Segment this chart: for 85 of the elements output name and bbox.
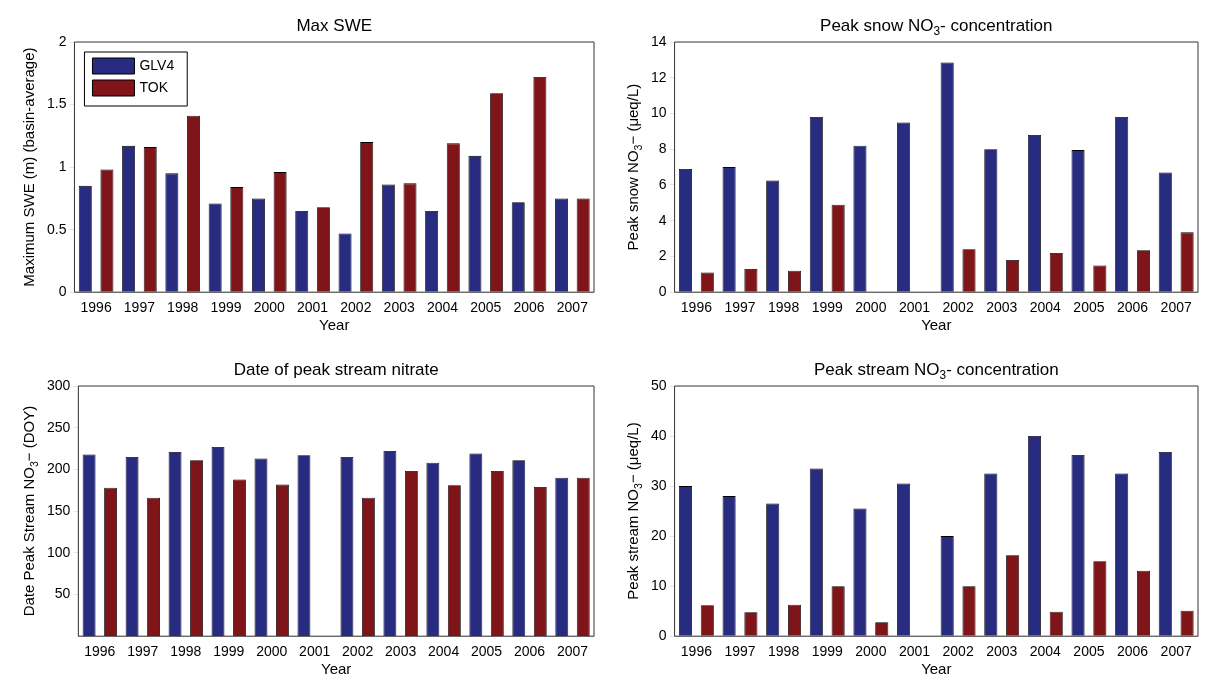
y-tick-label: 0.5: [46, 220, 67, 237]
y-tick-label: 1: [58, 157, 67, 174]
x-tick-label: 2004: [428, 643, 460, 660]
x-tick-label: 1999: [213, 643, 245, 660]
chart-title: Max SWE: [296, 15, 373, 35]
x-axis-title: Year: [921, 316, 952, 334]
x-tick-label: 2003: [383, 299, 415, 316]
x-tick-label: 2000: [855, 643, 887, 660]
y-tick-label: 0: [58, 283, 67, 300]
x-tick-label: 2000: [253, 299, 286, 316]
x-tick-label: 1998: [170, 643, 202, 660]
x-tick-label: 2006: [1116, 643, 1149, 660]
y-tick-label: 10: [650, 577, 667, 594]
x-tick-label: 2004: [1029, 299, 1062, 316]
x-tick-label: 2005: [1073, 643, 1105, 660]
x-tick-label: 2005: [470, 299, 502, 316]
x-tick-label: 1999: [811, 643, 844, 660]
y-tick-label: 1.5: [46, 95, 67, 112]
x-tick-label: 2002: [942, 299, 974, 316]
y-tick-label: 4: [658, 211, 667, 228]
y-tick-label: 30: [650, 476, 667, 493]
y-axis-title: Maximum SWE (m) (basin-average): [20, 47, 38, 287]
x-tick-label: 2007: [556, 299, 589, 316]
legend-label: GLV4: [139, 56, 175, 73]
y-tick-label: 6: [658, 175, 667, 192]
x-tick-label: 1997: [724, 299, 756, 316]
y-tick-label: 20: [650, 526, 667, 543]
x-tick-label: 2004: [426, 299, 459, 316]
x-axis-title: Year: [321, 660, 352, 678]
y-tick-label: 2: [58, 32, 67, 49]
x-tick-label: 2003: [986, 299, 1018, 316]
x-tick-label: 1996: [680, 643, 713, 660]
y-tick-label: 0: [658, 283, 667, 300]
x-tick-label: 2007: [1160, 299, 1192, 316]
chart-title: Date of peak stream nitrate: [233, 359, 439, 379]
x-tick-label: 1996: [680, 299, 713, 316]
x-tick-label: 1998: [768, 299, 800, 316]
y-tick-label: 10: [650, 104, 667, 121]
y-tick-label: 40: [650, 426, 667, 443]
x-tick-label: 1998: [167, 299, 199, 316]
x-axis-title: Year: [921, 660, 952, 678]
x-tick-label: 2001: [898, 643, 931, 660]
legend-label: TOK: [139, 78, 169, 95]
y-tick-label: 14: [650, 32, 667, 49]
x-tick-label: 1999: [210, 299, 242, 316]
x-tick-label: 2006: [513, 299, 545, 316]
x-tick-label: 2001: [898, 299, 931, 316]
y-tick-label: 12: [650, 68, 667, 85]
x-tick-label: 2005: [471, 643, 503, 660]
x-tick-label: 2002: [340, 299, 372, 316]
y-tick-label: 50: [650, 376, 667, 393]
x-tick-label: 2002: [342, 643, 374, 660]
x-tick-label: 1999: [811, 299, 844, 316]
y-tick-label: 8: [658, 140, 667, 157]
y-tick-label: 100: [47, 543, 71, 560]
x-tick-label: 1996: [80, 299, 112, 316]
x-tick-label: 2005: [1073, 299, 1105, 316]
x-tick-label: 1998: [768, 643, 800, 660]
y-tick-label: 2: [658, 247, 667, 264]
x-tick-label: 1997: [724, 643, 756, 660]
y-axis-title: Date Peak Stream NO3− (DOY): [20, 405, 41, 617]
x-tick-label: 2007: [556, 643, 589, 660]
y-tick-label: 300: [47, 376, 71, 393]
y-axis-title: Peak snow NO3− (μeq/L): [624, 83, 645, 251]
x-tick-label: 2006: [513, 643, 546, 660]
x-tick-label: 1997: [127, 643, 159, 660]
x-tick-label: 2003: [986, 643, 1018, 660]
x-tick-label: 2000: [855, 299, 887, 316]
x-tick-label: 2003: [385, 643, 417, 660]
x-tick-label: 2001: [299, 643, 331, 660]
y-tick-label: 0: [658, 627, 667, 644]
y-tick-label: 150: [47, 501, 71, 518]
x-axis-title: Year: [319, 316, 350, 334]
x-tick-label: 2002: [942, 643, 974, 660]
y-tick-label: 50: [54, 585, 71, 602]
x-tick-label: 1996: [84, 643, 116, 660]
x-tick-label: 2004: [1029, 643, 1062, 660]
y-tick-label: 200: [47, 460, 71, 477]
y-tick-label: 250: [47, 418, 71, 435]
x-tick-label: 1997: [123, 299, 156, 316]
x-tick-label: 2006: [1116, 299, 1149, 316]
x-tick-label: 2001: [297, 299, 329, 316]
x-tick-label: 2000: [256, 643, 288, 660]
x-tick-label: 2007: [1160, 643, 1192, 660]
y-axis-title: Peak stream NO3− (μeq/L): [624, 422, 645, 600]
